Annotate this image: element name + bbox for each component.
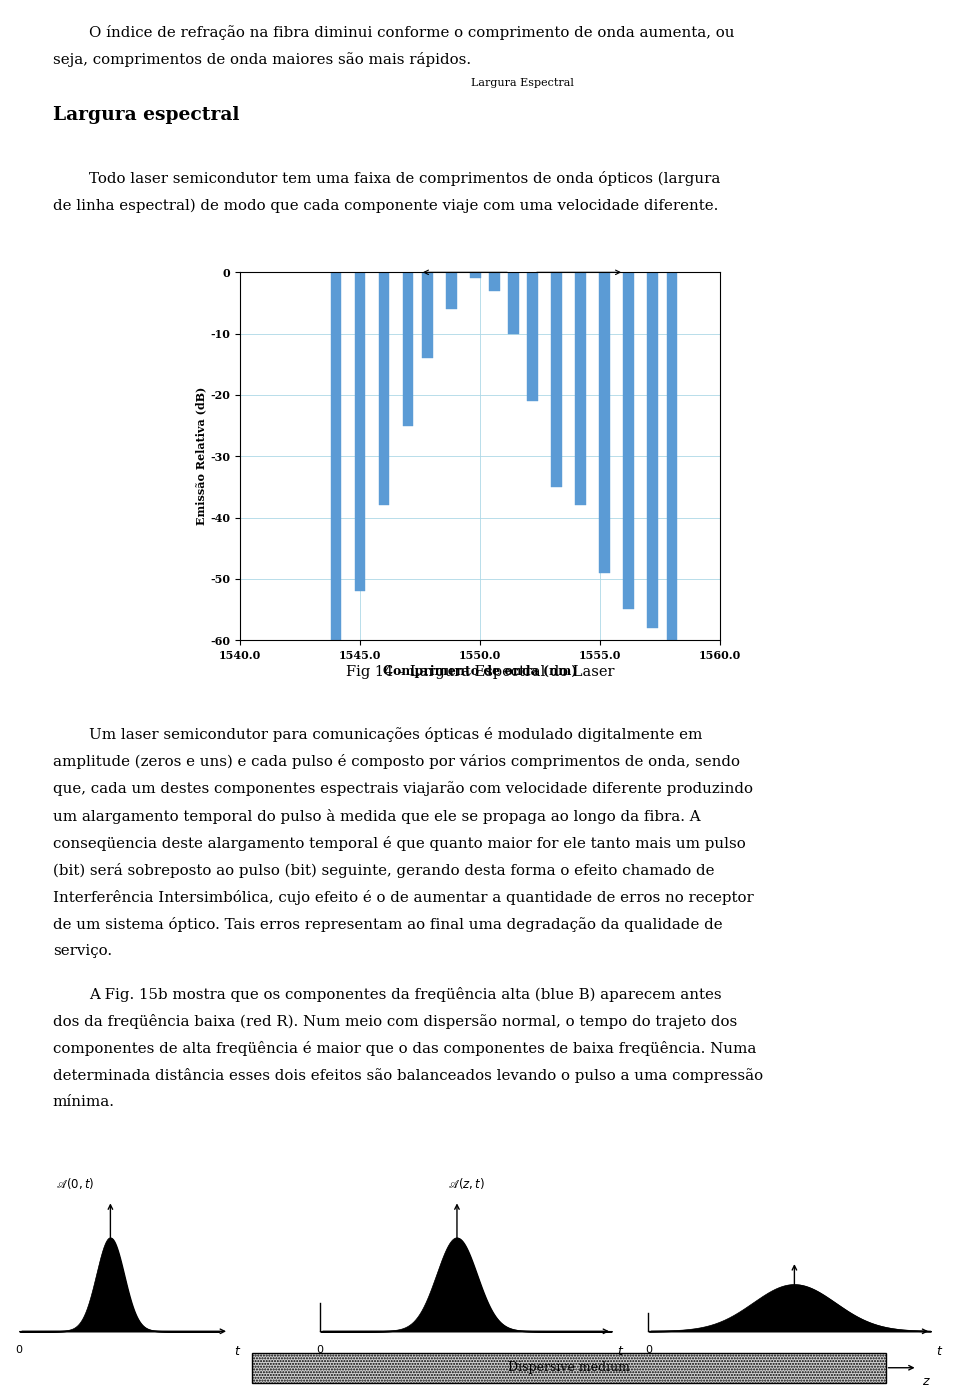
Bar [489, 272, 500, 290]
Text: $\mathscr{A}(0,t)$: $\mathscr{A}(0,t)$ [56, 1176, 94, 1191]
Text: $t$: $t$ [936, 1345, 943, 1359]
Text: (bit) será sobreposto ao pulso (bit) seguinte, gerando desta forma o efeito cham: (bit) será sobreposto ao pulso (bit) seg… [53, 863, 714, 877]
Bar [252, 1353, 885, 1382]
Bar [599, 272, 611, 573]
Bar [469, 272, 481, 279]
Text: determinada distância esses dois efeitos são balanceados levando o pulso a uma c: determinada distância esses dois efeitos… [53, 1069, 763, 1084]
Bar [575, 272, 587, 505]
Text: amplitude (zeros e uns) e cada pulso é composto por vários comprimentos de onda,: amplitude (zeros e uns) e cada pulso é c… [53, 755, 740, 769]
Text: 0: 0 [15, 1345, 23, 1355]
Bar [508, 272, 519, 333]
Text: O índice de refração na fibra diminui conforme o comprimento de onda aumenta, ou: O índice de refração na fibra diminui co… [89, 25, 734, 40]
Text: seja, comprimentos de onda maiores são mais rápidos.: seja, comprimentos de onda maiores são m… [53, 51, 471, 67]
Text: Todo laser semicondutor tem uma faixa de comprimentos de onda ópticos (largura: Todo laser semicondutor tem uma faixa de… [89, 171, 721, 186]
Bar [378, 272, 390, 505]
Text: Fig 14 – Largura Espectral do Laser: Fig 14 – Largura Espectral do Laser [346, 665, 614, 679]
Text: serviço.: serviço. [53, 944, 112, 958]
Text: de linha espectral) de modo que cada componente viaje com uma velocidade diferen: de linha espectral) de modo que cada com… [53, 198, 718, 212]
Bar [330, 272, 342, 640]
Text: Interferência Intersimbólica, cujo efeito é o de aumentar a quantidade de erros : Interferência Intersimbólica, cujo efeit… [53, 890, 754, 905]
Bar [647, 272, 659, 627]
Text: conseqüencia deste alargamento temporal é que quanto maior for ele tanto mais um: conseqüencia deste alargamento temporal … [53, 836, 746, 851]
Text: dos da freqüência baixa (red R). Num meio com dispersão normal, o tempo do traje: dos da freqüência baixa (red R). Num mei… [53, 1015, 737, 1030]
Text: mínima.: mínima. [53, 1095, 115, 1109]
Text: componentes de alta freqüência é maior que o das componentes de baixa freqüência: componentes de alta freqüência é maior q… [53, 1041, 756, 1056]
Y-axis label: Emissão Relativa (dB): Emissão Relativa (dB) [195, 387, 206, 526]
Text: Um laser semicondutor para comunicações ópticas é modulado digitalmente em: Um laser semicondutor para comunicações … [89, 727, 703, 743]
Text: Dispersive medium: Dispersive medium [508, 1362, 630, 1374]
Bar [354, 272, 366, 591]
Bar [551, 272, 563, 487]
Text: Largura Espectral: Largura Espectral [470, 78, 573, 89]
Text: que, cada um destes componentes espectrais viajarão com velocidade diferente pro: que, cada um destes componentes espectra… [53, 781, 753, 797]
Bar [666, 272, 678, 640]
Text: Largura espectral: Largura espectral [53, 107, 239, 124]
Text: 0: 0 [645, 1345, 652, 1355]
Bar [623, 272, 635, 609]
Text: $t$: $t$ [616, 1345, 624, 1359]
Text: A Fig. 15b mostra que os componentes da freqüência alta (blue B) aparecem antes: A Fig. 15b mostra que os componentes da … [89, 987, 722, 1002]
Text: 0: 0 [317, 1345, 324, 1355]
Bar [402, 272, 414, 426]
Bar [445, 272, 457, 310]
Text: de um sistema óptico. Tais erros representam ao final uma degradação da qualidad: de um sistema óptico. Tais erros represe… [53, 917, 723, 931]
Text: um alargamento temporal do pulso à medida que ele se propaga ao longo da fibra. : um alargamento temporal do pulso à medid… [53, 809, 701, 823]
Bar [421, 272, 433, 358]
X-axis label: Comprimento de onda (nm): Comprimento de onda (nm) [383, 665, 577, 677]
Text: $t$: $t$ [233, 1345, 241, 1359]
Text: $\mathscr{A}(z,t)$: $\mathscr{A}(z,t)$ [447, 1176, 485, 1191]
Bar [527, 272, 539, 401]
Text: $z$: $z$ [922, 1376, 931, 1388]
